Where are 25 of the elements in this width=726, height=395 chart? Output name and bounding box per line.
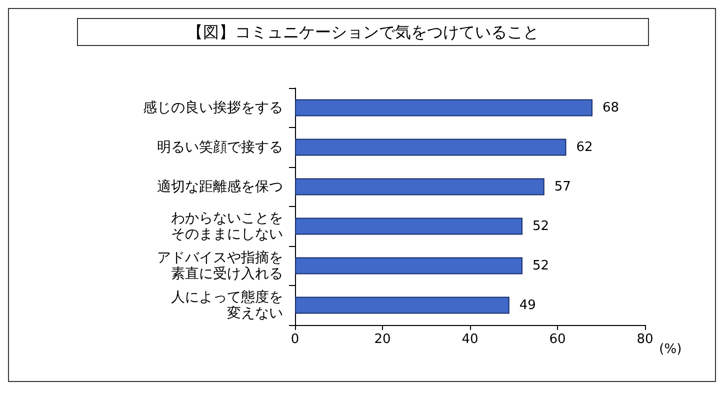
data-label: 68 [602, 100, 620, 116]
data-label: 57 [554, 179, 571, 194]
x-tick-label: 20 [374, 332, 391, 347]
bar [295, 296, 510, 314]
y-tick-label: 適切な距離感を保つ [157, 178, 283, 195]
data-label: 62 [576, 140, 593, 155]
data-label: 52 [532, 258, 550, 274]
y-tick-label: 感じの良い挨拶をする [143, 100, 283, 116]
y-tick-label: 人によって態度を変えない [171, 289, 283, 322]
bar [295, 178, 544, 196]
y-tick-label: アドバイスや指摘を素直に受け入れる [157, 250, 283, 282]
x-tick-label: 80 [636, 332, 654, 347]
bar [295, 138, 566, 156]
y-tick-label: わからないことをそのままにしない [171, 210, 283, 242]
x-tick-label: 40 [462, 332, 478, 347]
chart-title: 【図】コミュニケーションで気をつけていること [187, 22, 539, 42]
x-tick-label: 0 [290, 332, 300, 347]
data-label: 49 [519, 298, 536, 313]
bar [295, 257, 522, 274]
x-axis-title: (%) [659, 342, 682, 357]
bar [295, 99, 592, 116]
y-tick-label: 明るい笑顔で接する [157, 139, 283, 156]
data-label: 52 [532, 218, 550, 234]
bar [295, 218, 522, 235]
x-tick-label: 60 [549, 332, 566, 347]
